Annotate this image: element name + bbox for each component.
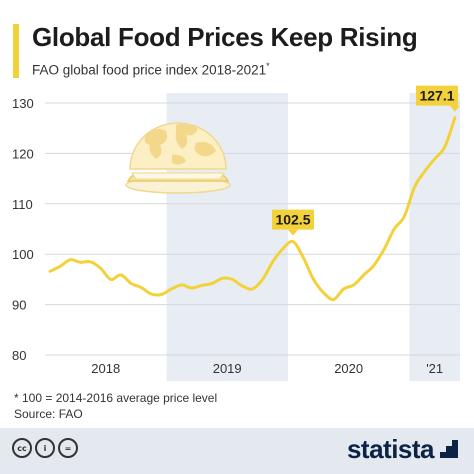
annotation-box [416,85,458,106]
annotation-127.1: 127.1 [416,85,460,112]
series-line [48,116,457,302]
y-tick-label: 120 [12,146,34,161]
license-icons: cc i = [12,438,78,458]
footer-bar: cc i = statista [0,428,474,474]
source-line: Source: FAO [14,407,83,421]
chart-subtitle: FAO global food price index 2018-2021* [32,61,270,78]
brand-name: statista [346,434,435,464]
subtitle-text: FAO global food price index 2018-2021 [32,62,267,78]
x-tick-label: '21 [426,361,443,376]
title-accent-bar [13,24,19,78]
nd-icon[interactable]: = [58,438,78,458]
annotation-pointer [449,105,460,112]
annotation-label: 102.5 [275,212,310,228]
line-chart: 80 90 100 110 120 130 2018 2019 2020 '21 102.5 12… [12,85,460,381]
annotation-label: 127.1 [419,88,454,104]
chart-title: Global Food Prices Keep Rising [32,22,418,52]
y-tick-label: 80 [12,348,26,363]
by-icon[interactable]: i [35,438,55,458]
shaded-band-2021 [409,93,460,381]
statista-mark-icon [440,439,458,458]
y-tick-label: 100 [12,247,34,262]
y-tick-label: 110 [12,197,33,212]
annotation-102.5: 102.5 [271,209,314,236]
y-tick-label: 90 [12,298,26,313]
footnote: * 100 = 2014-2016 average price level [14,391,218,405]
burger-globe-icon [125,122,231,194]
y-tick-label: 130 [12,96,34,111]
x-tick-label: 2018 [91,361,120,376]
subtitle-footnote-mark: * [266,61,270,71]
x-tick-label: 2020 [334,361,363,376]
annotation-pointer [287,229,298,236]
statista-logo[interactable]: statista [347,434,460,465]
annotation-box [271,209,314,230]
cc-icon[interactable]: cc [12,438,32,458]
x-tick-label: 2019 [213,361,242,376]
